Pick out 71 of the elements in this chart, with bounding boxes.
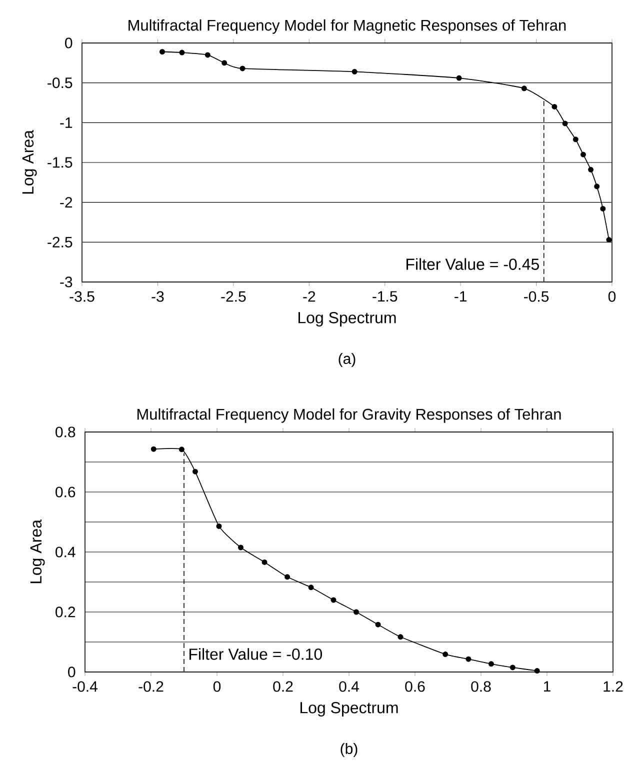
y-tick-label: 0.6 bbox=[56, 486, 76, 498]
x-tick-label: 1 bbox=[544, 681, 550, 692]
point bbox=[179, 50, 185, 56]
point bbox=[222, 60, 228, 66]
point bbox=[398, 634, 404, 640]
point bbox=[510, 664, 516, 670]
x-tick-label: 0.6 bbox=[405, 681, 425, 692]
y-tick-label: 0.2 bbox=[56, 606, 76, 618]
point bbox=[352, 68, 358, 74]
x-tick-label: -0.5 bbox=[524, 291, 549, 302]
point bbox=[580, 152, 586, 158]
x-tick-label: 0.2 bbox=[273, 681, 293, 692]
x-tick-label: -1 bbox=[454, 291, 467, 302]
x-tick-label: 0.4 bbox=[339, 681, 359, 692]
y-tick-label: -2 bbox=[60, 197, 72, 208]
point bbox=[216, 523, 222, 529]
point bbox=[240, 66, 246, 72]
y-tick-label: 0 bbox=[65, 38, 72, 48]
point bbox=[192, 468, 198, 474]
y-tick-label: 0.4 bbox=[56, 546, 76, 558]
point bbox=[552, 104, 558, 110]
point bbox=[178, 446, 184, 452]
point bbox=[466, 656, 472, 662]
point bbox=[204, 52, 210, 58]
point bbox=[354, 609, 360, 615]
point bbox=[160, 49, 166, 55]
ref-line-label: Filter Value = -0.45 bbox=[406, 258, 539, 270]
x-tick-label: -0.4 bbox=[72, 681, 98, 692]
point bbox=[238, 544, 244, 550]
chart-title: Multifractal Frequency Model for Gravity Responses of Tehran bbox=[137, 408, 561, 423]
y-tick-label: -2.5 bbox=[48, 236, 72, 248]
x-axis-title: Log Spectrum bbox=[300, 702, 398, 717]
ref-line-label: Filter Value = -0.10 bbox=[190, 648, 322, 660]
x-tick-label: -3.5 bbox=[70, 291, 94, 302]
y-tick-label: 0.8 bbox=[56, 426, 76, 438]
point bbox=[594, 184, 600, 190]
point bbox=[284, 574, 290, 580]
point bbox=[600, 206, 606, 212]
y-axis-title: Log Area bbox=[30, 520, 45, 584]
point bbox=[262, 559, 268, 565]
y-tick-label: -1.5 bbox=[48, 157, 72, 168]
x-tick-label: -2.5 bbox=[221, 291, 246, 302]
point bbox=[534, 668, 540, 674]
x-axis-title: Log Spectrum bbox=[298, 312, 396, 327]
point bbox=[521, 86, 527, 92]
point bbox=[488, 661, 494, 667]
y-tick-label: 0 bbox=[68, 666, 76, 678]
x-tick-label: -1.5 bbox=[372, 291, 398, 302]
x-tick-label: 0 bbox=[608, 291, 616, 302]
chart-title: Multifractal Frequency Model for Magnetic Responses of Tehran bbox=[128, 19, 566, 34]
point bbox=[375, 622, 381, 628]
y-tick-label: -0.5 bbox=[48, 78, 72, 88]
x-tick-label: 0.8 bbox=[471, 681, 491, 692]
x-tick-label: -3 bbox=[152, 291, 164, 302]
y-tick-label: -1 bbox=[60, 118, 72, 128]
point bbox=[150, 446, 156, 452]
x-tick-label: 1.2 bbox=[604, 681, 623, 692]
x-tick-label: 0 bbox=[213, 681, 221, 692]
y-axis-title: Log Area bbox=[22, 130, 37, 194]
x-tick-label: -0.2 bbox=[138, 681, 164, 692]
point bbox=[572, 136, 578, 142]
point bbox=[308, 584, 314, 590]
point bbox=[330, 597, 336, 603]
point bbox=[442, 652, 448, 658]
point bbox=[456, 75, 462, 81]
point bbox=[562, 120, 568, 126]
x-tick-label: -2 bbox=[303, 291, 316, 302]
point bbox=[588, 166, 594, 172]
y-tick-label: -3 bbox=[60, 276, 72, 288]
text: (b) bbox=[340, 743, 358, 757]
text: (a) bbox=[338, 353, 356, 367]
